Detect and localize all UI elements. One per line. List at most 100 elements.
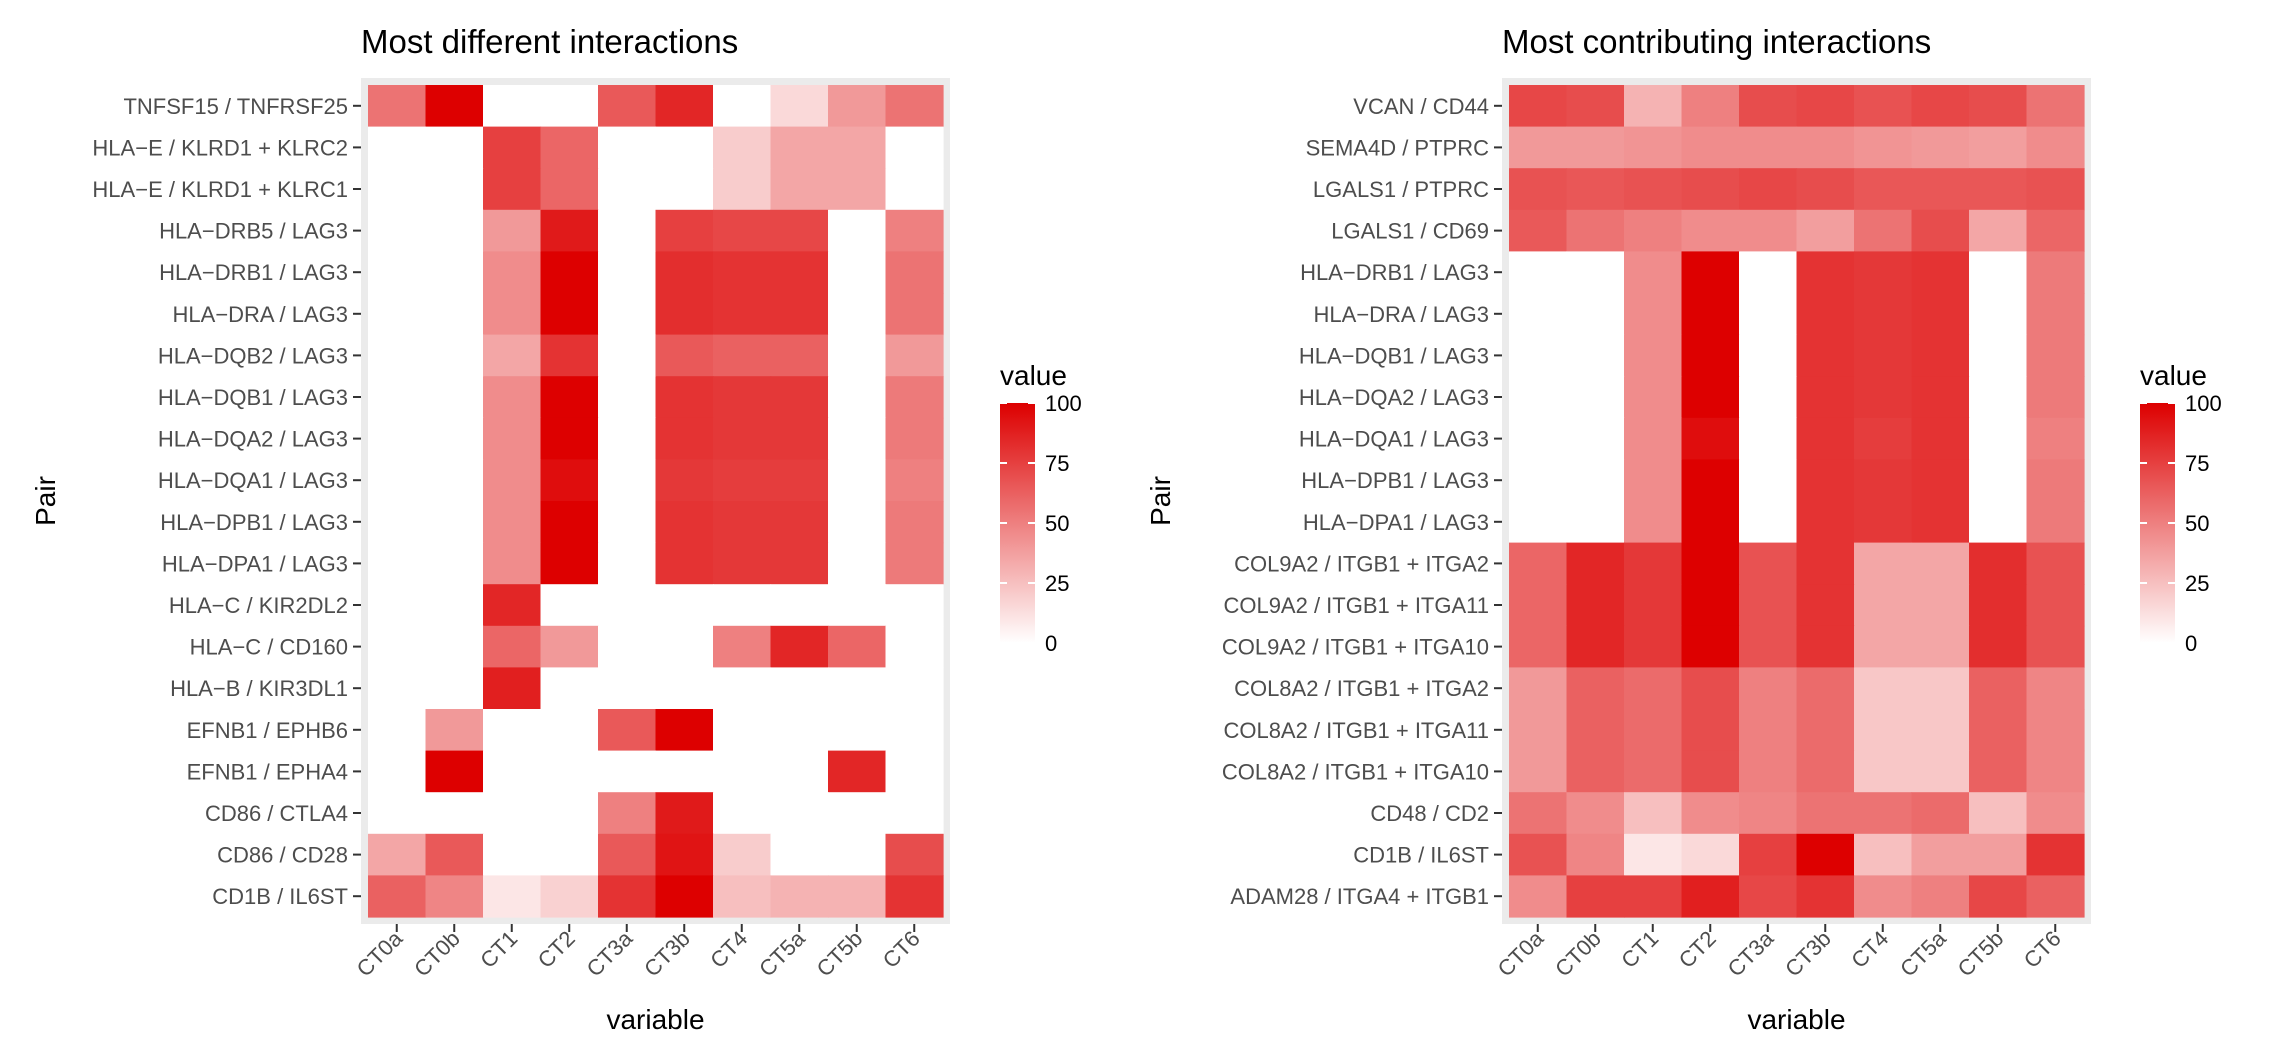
y-tick-label: CD48 / CD2 [1370, 801, 1489, 826]
heatmap-cell [1624, 293, 1683, 336]
heatmap-cell [1911, 750, 1970, 793]
legend-tick-label: 100 [1045, 391, 1082, 416]
heatmap-cell [655, 833, 714, 876]
heatmap-cell [425, 542, 484, 585]
heatmap-cell [1854, 376, 1913, 419]
heatmap-cell [1509, 251, 1568, 294]
legend-tick-label: 25 [2185, 571, 2209, 596]
heatmap-cell [885, 251, 944, 294]
heatmap-cell [598, 792, 657, 835]
heatmap-cell [425, 625, 484, 668]
heatmap-cell [655, 709, 714, 752]
heatmap-cell [368, 126, 427, 169]
heatmap-cell [1509, 417, 1568, 460]
heatmap-cell [2026, 875, 2085, 918]
heatmap-cell [1509, 709, 1568, 752]
y-tick-label: HLA−C / CD160 [190, 635, 348, 660]
heatmap-cell [828, 126, 887, 169]
heatmap-cell [1739, 667, 1798, 710]
heatmap-cell [885, 833, 944, 876]
heatmap-cell [1796, 501, 1855, 544]
heatmap-cell [483, 209, 542, 252]
heatmap-cell [828, 792, 887, 835]
heatmap-cell [1969, 126, 2028, 169]
heatmap-cell [1509, 168, 1568, 211]
heatmap-cell [2026, 251, 2085, 294]
heatmap-cell [655, 459, 714, 502]
heatmap-cell [2026, 709, 2085, 752]
x-tick-label: CT0a [1493, 925, 1549, 981]
left-x-axis-title: variable [606, 1004, 704, 1035]
heatmap-cell [713, 542, 772, 585]
y-tick-label: HLA−DQA1 / LAG3 [158, 468, 348, 493]
heatmap-cell [425, 709, 484, 752]
heatmap-cell [885, 542, 944, 585]
heatmap-cell [1566, 168, 1625, 211]
heatmap-cell [1796, 875, 1855, 918]
panel-right: Most contributing interactions VCAN / CD… [1145, 23, 2222, 1035]
heatmap-cell [598, 542, 657, 585]
heatmap-cell [1739, 251, 1798, 294]
heatmap-cell [540, 542, 599, 585]
heatmap-cell [598, 334, 657, 377]
heatmap-cell [1911, 168, 1970, 211]
heatmap-cell [1739, 85, 1798, 128]
heatmap-cell [713, 168, 772, 211]
heatmap-cell [1566, 709, 1625, 752]
heatmap-cell [1969, 625, 2028, 668]
heatmap-cell [540, 293, 599, 336]
heatmap-cell [655, 667, 714, 710]
x-tick-label: CT3b [1780, 926, 1836, 982]
legend-tick-label: 75 [2185, 451, 2209, 476]
heatmap-cell [1911, 792, 1970, 835]
heatmap-cell [1681, 85, 1740, 128]
heatmap-cell [1681, 750, 1740, 793]
heatmap-cell [483, 542, 542, 585]
heatmap-cell [1509, 85, 1568, 128]
heatmap-cell [713, 667, 772, 710]
heatmap-cell [1681, 251, 1740, 294]
heatmap-cell [1854, 709, 1913, 752]
heatmap-cell [885, 875, 944, 918]
heatmap-cell [483, 251, 542, 294]
heatmap-cell [828, 501, 887, 544]
heatmap-cell [885, 501, 944, 544]
heatmap-cell [1624, 376, 1683, 419]
x-tick-label: CT4 [1846, 926, 1893, 973]
heatmap-cell [828, 293, 887, 336]
heatmap-cell [2026, 126, 2085, 169]
heatmap-cell [2026, 334, 2085, 377]
heatmap-cell [1681, 126, 1740, 169]
heatmap-cell [1739, 542, 1798, 585]
heatmap-cell [770, 709, 829, 752]
heatmap-cell [770, 126, 829, 169]
heatmap-cell [1796, 667, 1855, 710]
y-tick-label: HLA−DPB1 / LAG3 [1301, 468, 1489, 493]
heatmap-cell [770, 833, 829, 876]
heatmap-cell [828, 584, 887, 627]
heatmap-cell [885, 417, 944, 460]
heatmap-cell [713, 625, 772, 668]
heatmap-cell [1566, 833, 1625, 876]
heatmap-cell [713, 459, 772, 502]
heatmap-cell [483, 792, 542, 835]
heatmap-cell [1739, 334, 1798, 377]
heatmap-cell [1509, 542, 1568, 585]
heatmap-cell [540, 168, 599, 211]
heatmap-cell [1566, 584, 1625, 627]
y-tick-label: HLA−DRB1 / LAG3 [159, 260, 348, 285]
heatmap-cell [1624, 792, 1683, 835]
heatmap-cell [425, 584, 484, 627]
heatmap-cell [540, 501, 599, 544]
heatmap-cell [2026, 376, 2085, 419]
heatmap-cell [770, 667, 829, 710]
heatmap-cell [368, 792, 427, 835]
heatmap-cell [540, 584, 599, 627]
y-tick-label: HLA−DRA / LAG3 [173, 302, 348, 327]
y-tick-label: HLA−DRA / LAG3 [1314, 302, 1489, 327]
y-tick-label: LGALS1 / CD69 [1331, 219, 1489, 244]
heatmap-cell [655, 625, 714, 668]
heatmap-cell [598, 501, 657, 544]
heatmap-cell [1796, 209, 1855, 252]
